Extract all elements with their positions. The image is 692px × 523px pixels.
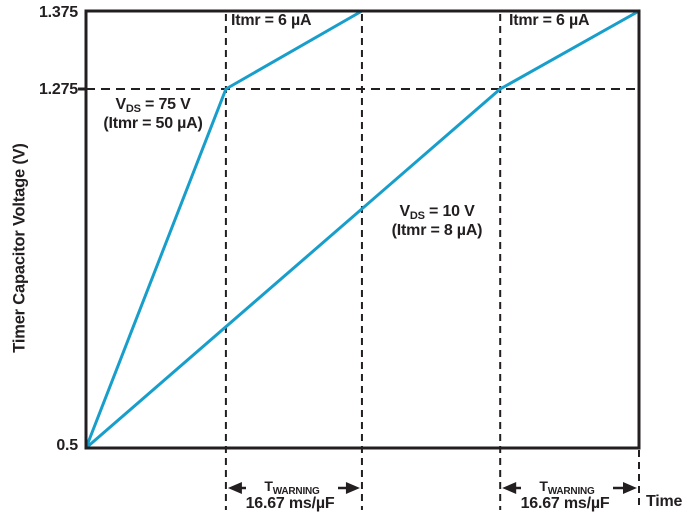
x-axis-title: Time <box>646 493 683 510</box>
series2-vds-symbol: V <box>399 203 410 220</box>
y-axis-title: Timer Capacitor Voltage (V) <box>10 143 29 353</box>
capacitor-voltage-curves <box>84 9 641 450</box>
dashed-guide-lines <box>86 14 640 510</box>
series1-vds-symbol: V <box>115 96 126 113</box>
series1-label: VDS = 75 V (Itmr = 50 µA) <box>94 96 212 133</box>
y-tick-label-1375: 1.375 <box>38 4 78 21</box>
twarning-label-right: TWARNING <box>521 478 613 497</box>
twarning-label-left: TWARNING <box>246 478 338 497</box>
series2-vds-subscript: DS <box>409 210 425 222</box>
warning-rate-left: 16.67 ms/µF <box>245 495 335 512</box>
y-tick-label-05: 0.5 <box>56 437 78 454</box>
warning-rate-right: 16.67 ms/µF <box>520 495 610 512</box>
itmr-6ua-label-left: Itmr = 6 µA <box>231 12 312 29</box>
series2-itmr-value: (Itmr = 8 µA) <box>391 222 483 239</box>
series1-vds-value: = 75 V <box>140 96 191 113</box>
twarning-subscript: WARNING <box>272 486 320 497</box>
twarning-symbol: T <box>264 478 273 494</box>
series2-label: VDS = 10 V (Itmr = 8 µA) <box>377 203 497 240</box>
twarning-subscript: WARNING <box>547 486 595 497</box>
y-tick-label-1275: 1.275 <box>38 81 78 98</box>
series2-vds-value: = 10 V <box>424 203 475 220</box>
twarning-symbol: T <box>539 478 548 494</box>
series1-vds-subscript: DS <box>125 103 141 115</box>
plot-border <box>84 9 641 450</box>
itmr-6ua-label-right: Itmr = 6 µA <box>509 12 590 29</box>
series1-itmr-value: (Itmr = 50 µA) <box>103 115 203 132</box>
